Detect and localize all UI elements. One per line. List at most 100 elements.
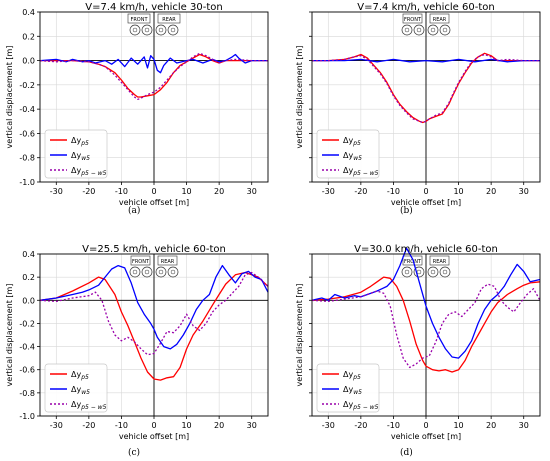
x-tick-label: 0 (151, 421, 156, 430)
legend-entry: Δyp5 − w5 (71, 400, 107, 411)
hub-icon (442, 269, 448, 275)
legend-box (316, 129, 380, 179)
y-tick-label: -1.0 (19, 178, 35, 187)
x-tick-label: 10 (453, 421, 463, 430)
x-tick-label: -20 (354, 187, 367, 196)
chart-title: V=7.4 km/h, vehicle 60-ton (357, 2, 494, 13)
legend-entry: Δyw5 (343, 151, 362, 162)
y-axis-label: vertical displacement [m] (295, 46, 304, 149)
x-tick-label: 20 (486, 187, 496, 196)
x-tick-label: 0 (151, 187, 156, 196)
x-tick-label: -20 (354, 421, 367, 430)
wheel-icon (141, 266, 153, 278)
y-tick-label: 0.2 (22, 32, 35, 41)
legend-entry: Δyp5 (343, 370, 361, 381)
x-tick-label: -30 (322, 421, 335, 430)
vehicle-icon: FRONT REAR (401, 13, 451, 36)
x-axis-label: vehicle offset [m] (391, 198, 461, 207)
x-tick-label: -10 (115, 421, 128, 430)
vehicle-icon: FRONT REAR (401, 255, 451, 278)
hub-icon (144, 27, 150, 33)
y-tick-label: -0.8 (19, 154, 35, 163)
x-tick-label: -20 (82, 421, 95, 430)
legend-entry: Δyp5 (343, 136, 361, 147)
wheel-icon (129, 266, 141, 278)
hub-icon (132, 27, 138, 33)
x-axis-label: vehicle offset [m] (391, 432, 461, 441)
y-tick-label: -0.4 (19, 343, 35, 352)
series-line-1 (39, 53, 268, 74)
x-tick-label: 0 (423, 187, 428, 196)
chart-panel-0: FRONT REAR -30 -20 -10 0 10 20 30 -1.0 -0.8 -0.6 -0.… (5, 2, 269, 207)
rear-box (157, 13, 181, 24)
x-tick-label: -10 (115, 187, 128, 196)
rear-label: REAR (433, 259, 447, 265)
legend-entry: Δyw5 (343, 385, 362, 396)
legend-entry: Δyw5 (71, 385, 90, 396)
hub-icon (404, 269, 410, 275)
y-tick-label: 0.0 (22, 296, 35, 305)
series-line-0 (39, 271, 269, 381)
rear-label: REAR (161, 259, 175, 265)
rear-box (157, 255, 178, 266)
x-tick-label: 10 (181, 421, 191, 430)
series-line-1 (311, 247, 541, 359)
y-tick-label: -0.2 (19, 319, 35, 328)
hub-icon (170, 269, 176, 275)
legend-entry: Δyp5 (71, 370, 89, 381)
legend: Δyp5 Δyw5 Δyp5 − w5 (44, 363, 108, 413)
series-line-0 (312, 52, 540, 124)
legend-box (44, 129, 108, 179)
y-tick-label: -0.8 (19, 389, 35, 398)
series-line-2 (312, 53, 540, 124)
wheel-icon (439, 24, 451, 36)
rear-label: REAR (433, 17, 447, 23)
x-tick-label: 20 (214, 187, 224, 196)
front-label: FRONT (404, 17, 422, 23)
y-axis-label: vertical displacement [m] (5, 46, 14, 149)
x-tick-label: 10 (181, 187, 191, 196)
vehicle-icon: FRONT REAR (129, 255, 179, 278)
panel-caption-c: (c) (128, 448, 141, 458)
chart-title: V=7.4 km/h, vehicle 30-ton (85, 2, 222, 13)
y-tick-label: -1.0 (19, 412, 35, 421)
chart-panel-1: FRONT REAR -30 -20 -10 0 10 20 30 V=7.4 km/h, veh… (295, 2, 541, 207)
rear-label: REAR (162, 17, 176, 23)
hub-icon (132, 269, 138, 275)
series-line-1 (39, 264, 269, 350)
y-tick-label: 0.2 (22, 273, 35, 282)
x-tick-label: 20 (214, 421, 224, 430)
panel-caption-a: (a) (128, 206, 141, 216)
legend-entry: Δyp5 (71, 136, 89, 147)
hub-icon (430, 269, 436, 275)
chart-title: V=30.0 km/h, vehicle 60-ton (354, 244, 498, 255)
legend-box (316, 363, 380, 413)
x-axis-label: vehicle offset [m] (119, 432, 189, 441)
hub-icon (404, 27, 410, 33)
wheel-icon (401, 266, 413, 278)
x-tick-label: 30 (519, 421, 529, 430)
hub-icon (430, 27, 436, 33)
wheel-icon (427, 266, 439, 278)
legend-entry: Δyp5 − w5 (71, 166, 107, 177)
hub-icon (442, 27, 448, 33)
x-tick-label: -10 (387, 421, 400, 430)
wheel-icon (167, 24, 179, 36)
legend: Δyp5 Δyw5 Δyp5 − w5 (316, 363, 380, 413)
panel-caption-d: (d) (400, 448, 413, 458)
y-tick-label: 0.4 (22, 250, 35, 259)
x-tick-label: -20 (82, 187, 95, 196)
legend: Δyp5 Δyw5 Δyp5 − w5 (316, 129, 380, 179)
panel-caption-b: (b) (400, 206, 413, 216)
y-axis-label: vertical displacement [m] (5, 284, 14, 387)
y-tick-label: 0.0 (22, 57, 35, 66)
wheel-icon (439, 266, 451, 278)
legend-box (44, 363, 108, 413)
hub-icon (416, 27, 422, 33)
wheel-icon (129, 24, 141, 36)
x-tick-label: 30 (247, 421, 257, 430)
hub-icon (158, 27, 164, 33)
wheel-icon (155, 24, 167, 36)
y-tick-label: -0.2 (19, 81, 35, 90)
